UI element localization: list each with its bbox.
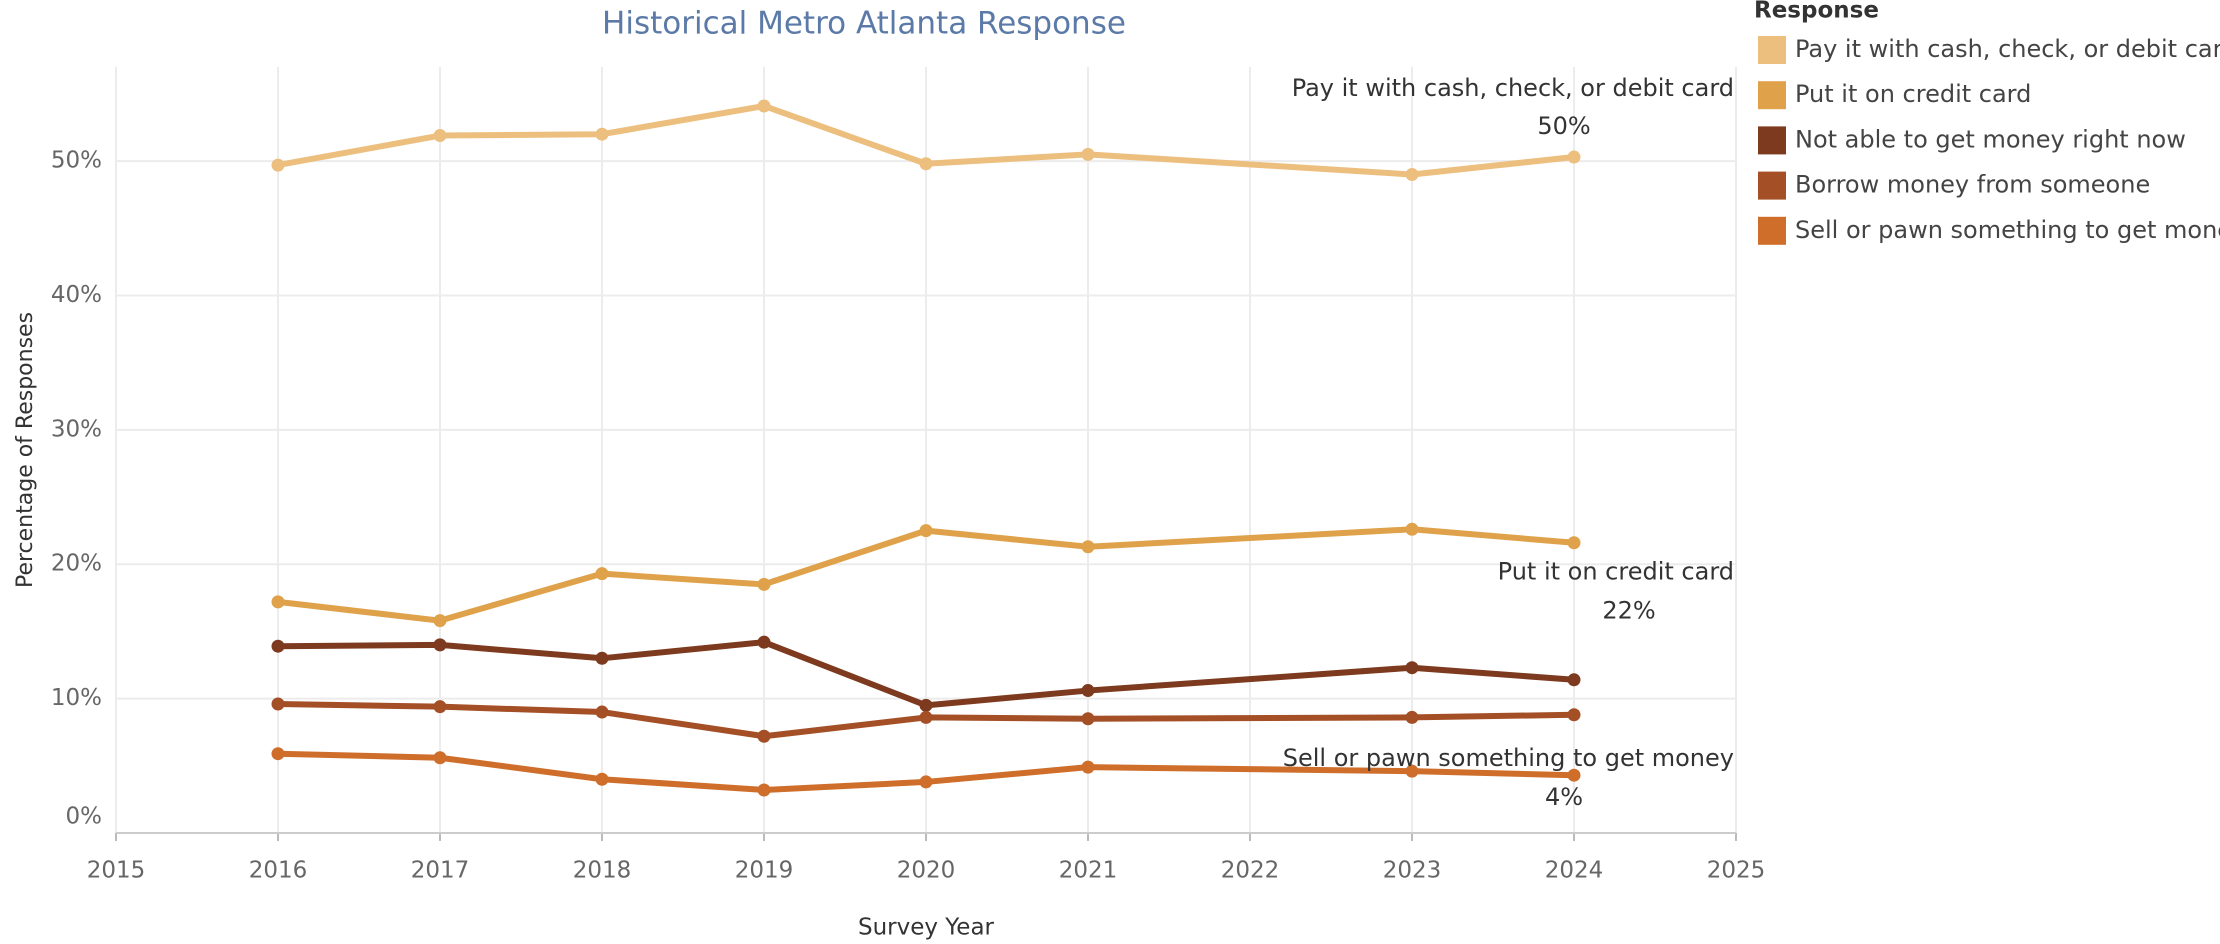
x-tick-label: 2015	[87, 858, 146, 884]
data-point	[1567, 673, 1581, 687]
data-point	[271, 747, 285, 761]
data-point	[1405, 168, 1419, 182]
data-point	[757, 99, 771, 113]
data-point	[1567, 536, 1581, 550]
x-tick-label: 2025	[1707, 858, 1766, 884]
x-tick-label: 2022	[1221, 858, 1280, 884]
legend-label: Not able to get money right now	[1795, 125, 2186, 153]
x-tick-label: 2018	[573, 858, 632, 884]
data-point	[919, 710, 933, 724]
x-tick-label: 2017	[411, 858, 470, 884]
legend-swatch	[1758, 36, 1786, 64]
legend-label: Put it on credit card	[1795, 80, 2031, 108]
data-point	[757, 729, 771, 743]
data-point	[271, 595, 285, 609]
annotation-text: Sell or pawn something to get money	[1283, 744, 1734, 772]
data-point	[433, 129, 447, 143]
data-point	[919, 698, 933, 712]
x-tick-label: 2016	[249, 858, 308, 884]
data-point	[1405, 522, 1419, 536]
legend-label: Pay it with cash, check, or debit card	[1795, 35, 2220, 63]
series-line	[277, 700, 1575, 740]
data-point	[919, 524, 933, 538]
x-tick-label: 2020	[897, 858, 956, 884]
y-axis-label: Percentage of Responses	[13, 312, 38, 588]
annotation-label: 50%	[1537, 112, 1590, 140]
data-point	[757, 577, 771, 591]
series-line	[277, 102, 1575, 178]
series-line	[277, 526, 1575, 624]
y-tick-label: 10%	[51, 685, 102, 711]
data-point	[271, 697, 285, 711]
y-tick-label: 50%	[51, 148, 102, 174]
data-point	[433, 751, 447, 765]
data-point	[1081, 147, 1095, 161]
annotation-text: Put it on credit card	[1498, 558, 1734, 586]
data-point	[595, 705, 609, 719]
data-point	[1567, 708, 1581, 722]
series-line	[277, 750, 1575, 793]
x-tick-label: 2023	[1383, 858, 1442, 884]
annotation-label: 22%	[1602, 597, 1655, 625]
data-point	[1567, 768, 1581, 782]
data-point	[1081, 684, 1095, 698]
data-point	[1405, 661, 1419, 675]
y-tick-label: 0%	[66, 804, 103, 830]
y-tick-label: 20%	[51, 551, 102, 577]
data-point	[757, 783, 771, 797]
data-point	[1081, 760, 1095, 774]
data-point	[757, 635, 771, 649]
y-tick-label: 40%	[51, 282, 102, 308]
data-point	[1567, 150, 1581, 164]
annotation-text: Pay it with cash, check, or debit card	[1292, 74, 1734, 102]
data-point	[1405, 764, 1419, 778]
data-point	[1081, 540, 1095, 554]
data-point	[1081, 712, 1095, 726]
data-point	[595, 772, 609, 786]
x-tick-label: 2024	[1545, 858, 1604, 884]
y-tick-label: 30%	[51, 416, 102, 442]
data-point	[595, 567, 609, 581]
legend-swatch	[1758, 171, 1786, 200]
series-line	[277, 639, 1575, 709]
data-point	[595, 651, 609, 665]
legend-swatch	[1758, 81, 1786, 110]
data-point	[433, 638, 447, 652]
data-point	[919, 775, 933, 789]
x-axis-label: Survey Year	[858, 915, 995, 941]
legend-label: Sell or pawn something to get money	[1795, 216, 2220, 244]
data-point	[433, 614, 447, 628]
data-point	[271, 158, 285, 172]
data-point	[1405, 710, 1419, 724]
annotation-label: 4%	[1545, 783, 1583, 811]
legend-swatch	[1758, 126, 1786, 155]
legend-title: Response	[1754, 0, 1879, 24]
legend-label: Borrow money from someone	[1795, 171, 2150, 199]
legend-swatch	[1758, 216, 1786, 245]
data-point	[595, 127, 609, 141]
data-point	[919, 157, 933, 171]
data-point	[271, 639, 285, 653]
data-point	[433, 700, 447, 714]
x-tick-label: 2021	[1059, 858, 1118, 884]
chart-title: Historical Metro Atlanta Response	[602, 6, 1126, 42]
x-tick-label: 2019	[735, 858, 794, 884]
